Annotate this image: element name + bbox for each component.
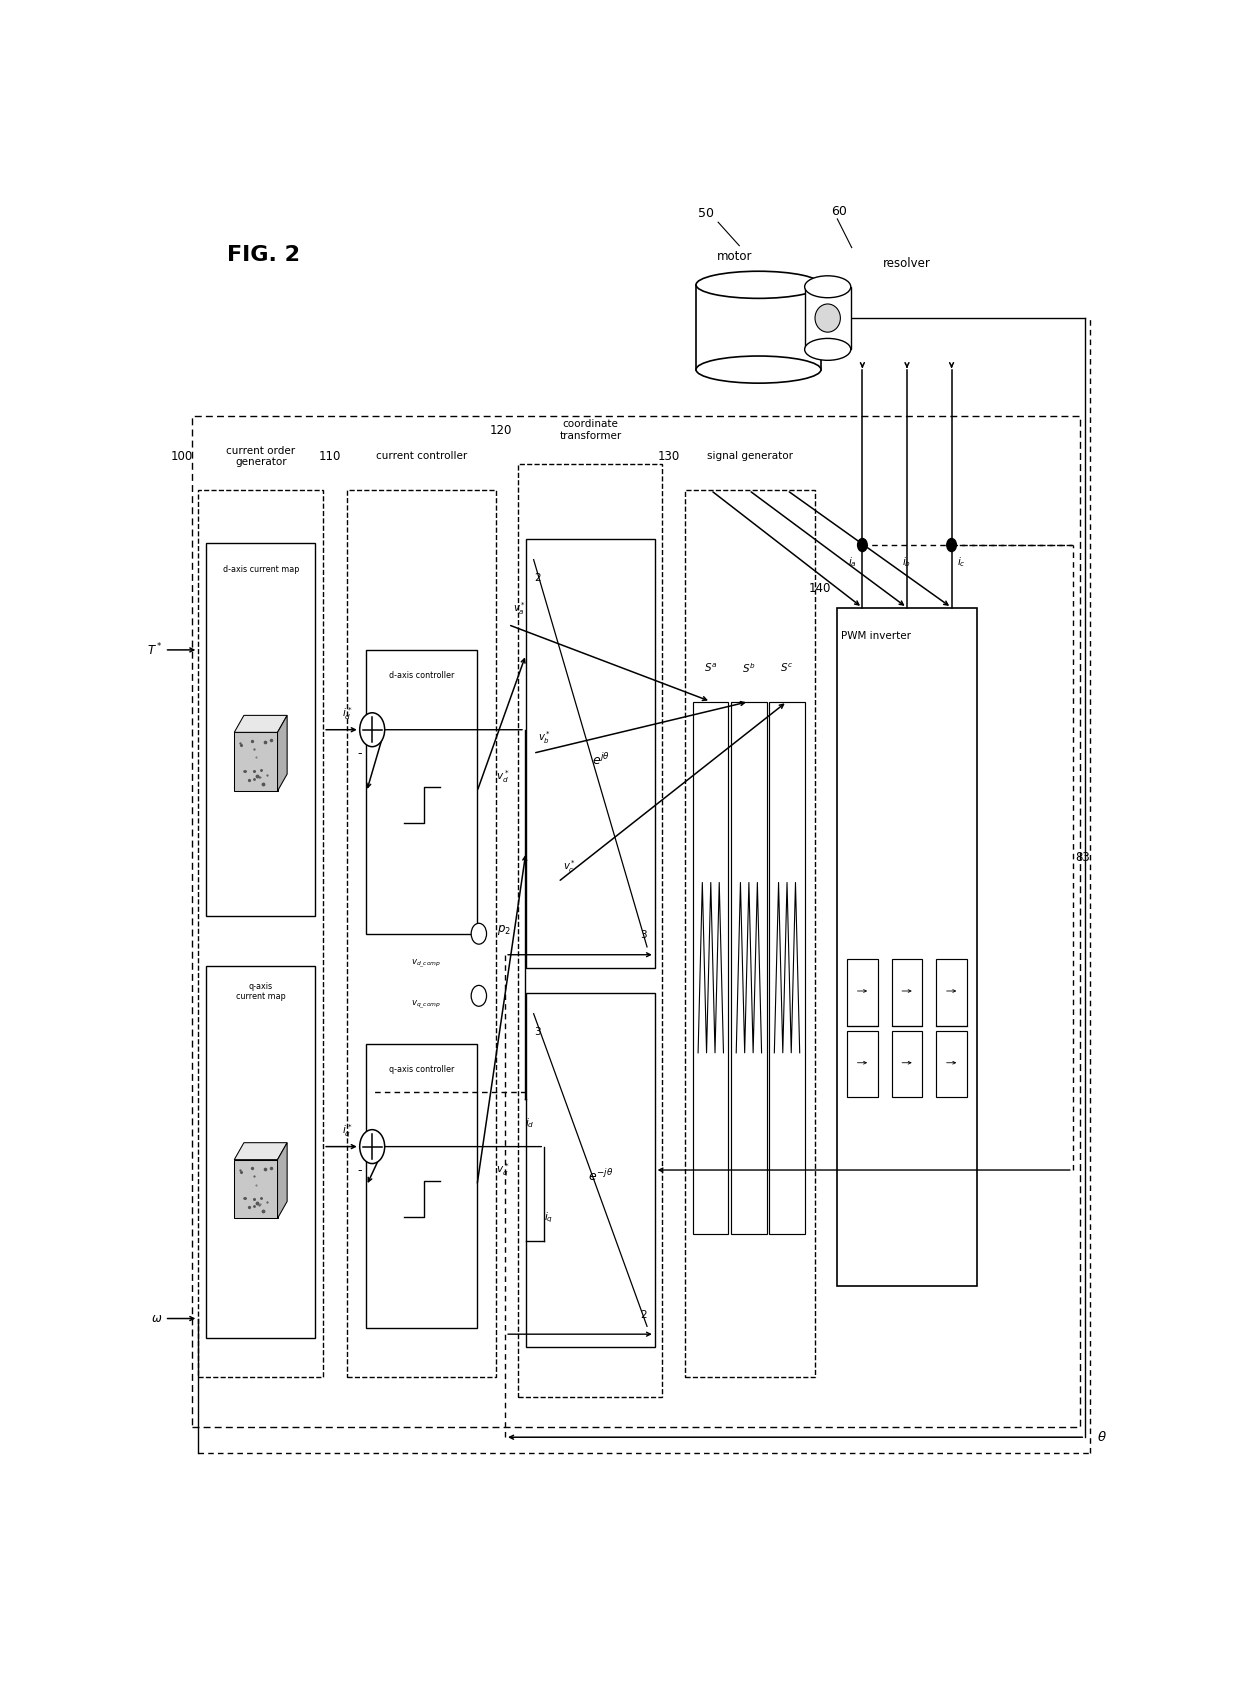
Text: 110: 110 xyxy=(319,451,341,462)
Polygon shape xyxy=(278,1143,288,1218)
Text: coordinate
transformer: coordinate transformer xyxy=(559,420,621,440)
Text: 3: 3 xyxy=(534,1027,541,1037)
Circle shape xyxy=(360,713,384,747)
Circle shape xyxy=(947,539,956,552)
Bar xyxy=(936,959,967,1025)
Bar xyxy=(847,959,878,1025)
Bar xyxy=(206,544,315,916)
Bar xyxy=(518,464,662,1398)
Text: 50: 50 xyxy=(698,207,714,220)
Text: $v_{d\_comp}$: $v_{d\_comp}$ xyxy=(412,957,441,971)
Bar xyxy=(526,993,655,1347)
Bar xyxy=(206,966,315,1338)
Bar xyxy=(892,1030,923,1098)
Bar xyxy=(696,285,821,369)
Bar xyxy=(526,539,655,967)
Text: $S^c$: $S^c$ xyxy=(780,661,794,674)
Text: $S^a$: $S^a$ xyxy=(704,661,718,674)
Bar xyxy=(367,1044,477,1328)
Text: $p_2$: $p_2$ xyxy=(497,923,511,937)
Text: FIG. 2: FIG. 2 xyxy=(227,246,300,266)
Bar xyxy=(837,608,977,1286)
Text: $i_a$: $i_a$ xyxy=(848,556,857,569)
Text: $v_{q\_comp}$: $v_{q\_comp}$ xyxy=(412,998,441,1011)
Text: 83: 83 xyxy=(1075,850,1090,864)
Polygon shape xyxy=(234,1143,288,1160)
Circle shape xyxy=(471,986,486,1006)
Polygon shape xyxy=(234,1160,278,1218)
Text: PWM inverter: PWM inverter xyxy=(841,632,911,642)
Bar xyxy=(847,1030,878,1098)
Text: $i_q^*$: $i_q^*$ xyxy=(342,1121,353,1140)
Bar xyxy=(198,490,324,1377)
Text: $v_q^*$: $v_q^*$ xyxy=(496,1162,510,1179)
Text: 2: 2 xyxy=(534,573,541,583)
Circle shape xyxy=(360,1130,384,1164)
Text: 2: 2 xyxy=(640,1309,646,1320)
Text: $v^*_c$: $v^*_c$ xyxy=(563,857,577,874)
Bar xyxy=(892,959,923,1025)
Text: $v^*_b$: $v^*_b$ xyxy=(538,728,551,745)
Text: 100: 100 xyxy=(170,451,192,462)
Ellipse shape xyxy=(805,276,851,298)
Text: current controller: current controller xyxy=(376,451,467,461)
Bar xyxy=(367,650,477,933)
Ellipse shape xyxy=(805,339,851,361)
Text: 60: 60 xyxy=(831,205,847,217)
Ellipse shape xyxy=(815,303,841,332)
Text: d-axis controller: d-axis controller xyxy=(389,671,454,681)
Text: $e^{j\theta}$: $e^{j\theta}$ xyxy=(591,752,610,767)
Text: $i_d^*$: $i_d^*$ xyxy=(342,706,353,722)
Ellipse shape xyxy=(696,271,821,298)
Text: motor: motor xyxy=(717,249,753,263)
Bar xyxy=(805,286,851,349)
Text: 130: 130 xyxy=(657,451,680,462)
Text: -: - xyxy=(357,1164,362,1177)
Polygon shape xyxy=(234,732,278,791)
Bar xyxy=(347,490,496,1377)
Bar xyxy=(191,417,1080,1426)
Text: $i_q$: $i_q$ xyxy=(544,1210,553,1225)
Text: 140: 140 xyxy=(810,581,832,595)
Text: signal generator: signal generator xyxy=(707,451,794,461)
Text: $v^*_a$: $v^*_a$ xyxy=(513,600,526,617)
Ellipse shape xyxy=(696,356,821,383)
Text: $\omega$: $\omega$ xyxy=(151,1313,162,1325)
Text: 120: 120 xyxy=(490,424,512,437)
Text: d-axis current map: d-axis current map xyxy=(222,566,299,574)
Text: 3: 3 xyxy=(640,930,646,940)
Text: $e^{-j\theta}$: $e^{-j\theta}$ xyxy=(588,1169,614,1184)
Text: $v_d^*$: $v_d^*$ xyxy=(496,767,510,784)
Polygon shape xyxy=(278,715,288,791)
Text: current order
generator: current order generator xyxy=(226,446,295,468)
Circle shape xyxy=(471,923,486,944)
Text: resolver: resolver xyxy=(883,257,930,269)
Text: $i_b$: $i_b$ xyxy=(903,556,911,569)
Bar xyxy=(732,701,766,1233)
Text: q-axis
current map: q-axis current map xyxy=(236,983,285,1001)
Text: $T^*$: $T^*$ xyxy=(148,642,162,659)
Polygon shape xyxy=(234,715,288,732)
Text: -: - xyxy=(357,747,362,759)
Bar xyxy=(769,701,805,1233)
Text: $S^b$: $S^b$ xyxy=(742,661,755,674)
Bar xyxy=(686,490,815,1377)
Text: $i_c$: $i_c$ xyxy=(957,556,966,569)
Text: $\theta$: $\theta$ xyxy=(1097,1430,1106,1445)
Text: $i_d$: $i_d$ xyxy=(525,1116,534,1130)
Bar xyxy=(936,1030,967,1098)
Circle shape xyxy=(858,539,867,552)
Text: q-axis controller: q-axis controller xyxy=(389,1066,454,1074)
Bar xyxy=(693,701,728,1233)
